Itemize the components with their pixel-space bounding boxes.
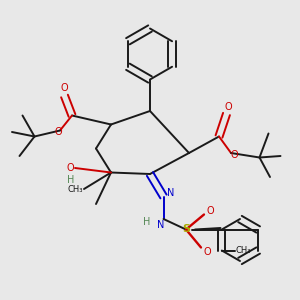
Text: O: O bbox=[67, 163, 74, 173]
Text: O: O bbox=[224, 101, 232, 112]
Text: N: N bbox=[167, 188, 175, 199]
Text: O: O bbox=[203, 247, 211, 257]
Text: N: N bbox=[157, 220, 164, 230]
Text: CH₃: CH₃ bbox=[235, 246, 250, 255]
Text: O: O bbox=[206, 206, 214, 216]
Text: H: H bbox=[143, 217, 151, 227]
Text: O: O bbox=[55, 127, 62, 137]
Text: H: H bbox=[67, 175, 74, 185]
Text: CH₃: CH₃ bbox=[67, 184, 83, 194]
Text: O: O bbox=[230, 149, 238, 160]
Text: O: O bbox=[61, 83, 68, 94]
Text: S: S bbox=[182, 224, 190, 235]
